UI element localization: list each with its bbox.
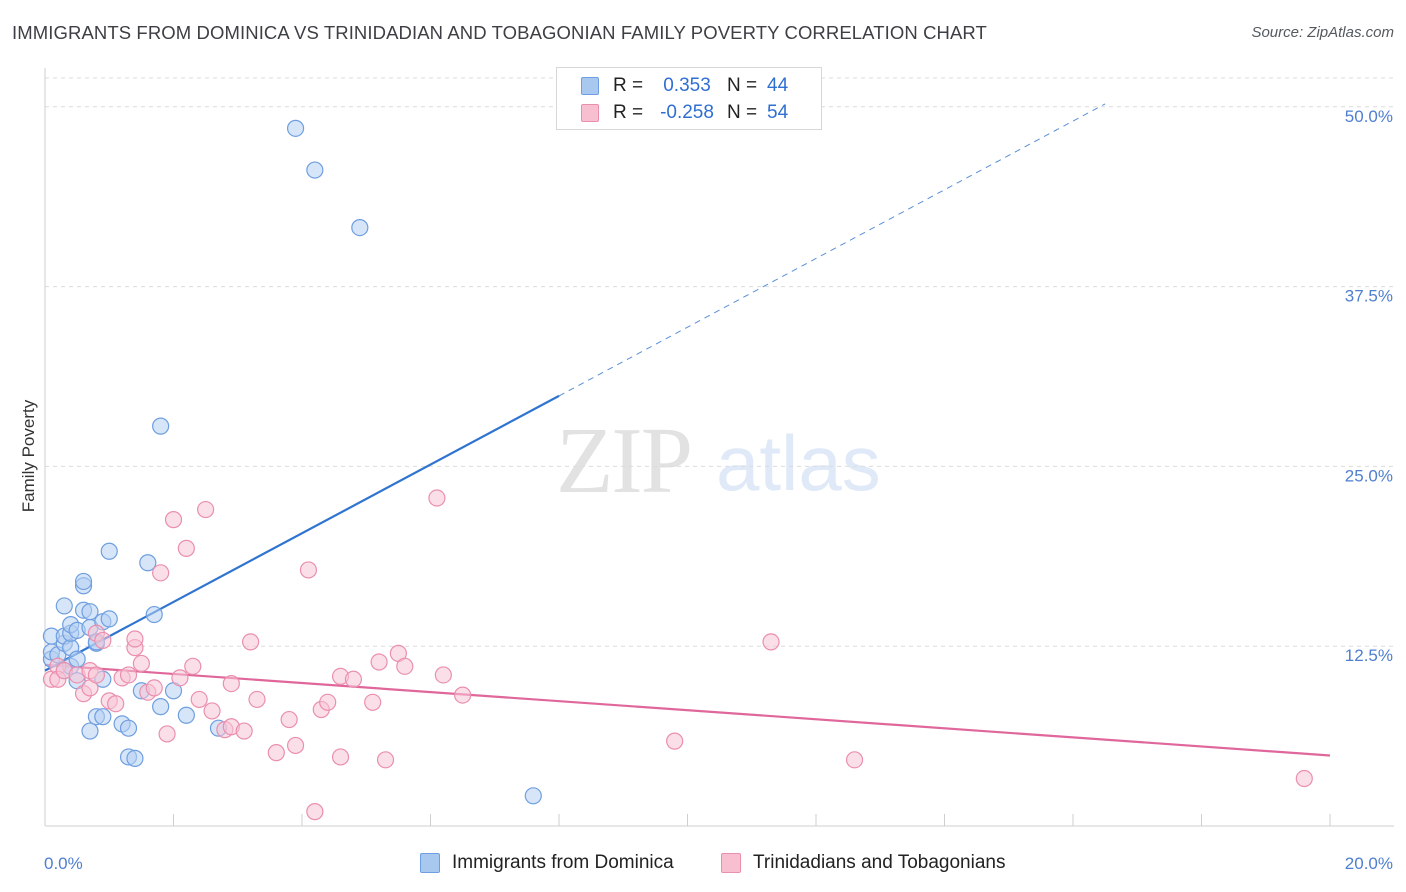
chart-title: IMMIGRANTS FROM DOMINICA VS TRINIDADIAN … <box>12 22 987 43</box>
dominica-point <box>152 698 170 716</box>
tick-labels: 12.5% 25.0% 37.5% 50.0% 0.0% 20.0% <box>44 107 1393 873</box>
trinidad-point <box>267 744 285 762</box>
r-value: 0.353 <box>663 75 711 96</box>
r-label: R = <box>613 75 644 96</box>
dominica-point <box>74 572 93 591</box>
trinidad-point <box>145 679 163 697</box>
trinidad-point <box>364 693 382 711</box>
dominica-point <box>119 719 138 737</box>
trinidad-point <box>94 631 112 650</box>
trinidad-point <box>190 690 208 709</box>
trinidad-point <box>119 666 138 684</box>
trinidad-point <box>845 751 864 769</box>
dominica-point <box>286 119 305 137</box>
trinidad-point <box>152 564 170 582</box>
stats-row-dominica: R = 0.353 N = 44 <box>581 75 788 97</box>
legend-label-dominica: Immigrants from Dominica <box>452 852 674 873</box>
trinidad-point <box>376 751 395 769</box>
trinidad-point <box>306 803 324 821</box>
trinidad-point <box>164 511 183 529</box>
dominica-swatch <box>581 77 599 95</box>
trinidad-point <box>396 657 414 675</box>
trinidad-point <box>299 561 318 579</box>
trinidad-point <box>132 654 150 673</box>
trinidad-point <box>126 630 144 648</box>
dominica-point <box>81 722 99 740</box>
trinidad-point <box>222 674 240 693</box>
legend-item-trinidad[interactable]: Trinidadians and Tobagonians <box>721 852 1005 874</box>
watermark-atlas: atlas <box>716 419 881 507</box>
trinidad-legend-swatch <box>721 853 741 873</box>
trinidad-point <box>434 666 452 684</box>
dominica-point <box>152 417 170 435</box>
trinidad-point <box>280 710 298 729</box>
trend-lines <box>44 103 1331 757</box>
trinidad-point <box>235 722 253 740</box>
watermark: ZIP atlas <box>556 409 881 513</box>
trinidad-point <box>171 669 189 687</box>
dominica-point <box>177 706 195 724</box>
trinidad-point <box>428 489 446 507</box>
dominica-point <box>94 708 112 726</box>
trinidad-point <box>370 653 388 671</box>
y-tick-label: 12.5% <box>1345 646 1393 665</box>
trinidad-point <box>331 748 350 766</box>
grid-lines <box>45 77 1394 647</box>
trinidad-point <box>87 666 106 684</box>
y-tick-label: 50.0% <box>1345 107 1393 126</box>
trinidad-point <box>184 657 202 675</box>
trinidad-point <box>319 693 337 711</box>
y-tick-label: 37.5% <box>1345 287 1393 306</box>
data-points <box>42 119 1313 821</box>
r-value: -0.258 <box>660 102 714 123</box>
series-legend: Immigrants from Dominica Trinidadians an… <box>0 852 1406 876</box>
dominica-point <box>145 605 163 624</box>
dominica-point <box>126 749 144 767</box>
dominica-point <box>68 650 86 668</box>
dominica-trend-extension <box>558 103 1106 397</box>
dominica-trend-line <box>44 394 560 672</box>
legend-item-dominica[interactable]: Immigrants from Dominica <box>420 852 674 874</box>
n-value: 44 <box>767 75 789 96</box>
dominica-point <box>351 219 369 237</box>
dominica-point <box>55 597 73 615</box>
dominica-point <box>139 554 157 572</box>
trinidad-point <box>203 702 221 720</box>
x-tick-label: 0.0% <box>44 854 83 873</box>
dominica-point <box>100 542 118 560</box>
x-tick-label: 20.0% <box>1345 854 1393 873</box>
trinidad-point <box>762 633 780 651</box>
r-label: R = <box>613 102 644 123</box>
y-axis-label: Family Poverty <box>19 399 38 512</box>
source-label: Source: ZipAtlas.com <box>1251 24 1394 41</box>
legend-label-trinidad: Trinidadians and Tobagonians <box>753 852 1006 873</box>
n-label: N = <box>727 75 758 96</box>
trinidad-point <box>1295 769 1313 788</box>
dominica-point <box>306 161 324 179</box>
stats-row-trinidad: R = -0.258 N = 54 <box>581 102 788 124</box>
stats-legend: R = 0.353 N = 44 R = -0.258 N = 54 <box>556 67 822 130</box>
trinidad-point <box>344 670 362 688</box>
dominica-legend-swatch <box>420 853 440 873</box>
trinidad-point <box>242 633 260 651</box>
trinidad-point <box>177 539 195 557</box>
dominica-point <box>524 787 542 805</box>
watermark-zip: ZIP <box>556 409 691 513</box>
trinidad-point <box>286 736 305 755</box>
trinidad-swatch <box>581 104 599 122</box>
y-tick-label: 25.0% <box>1345 466 1393 485</box>
trinidad-trend-line <box>44 663 1331 757</box>
trinidad-point <box>248 690 266 709</box>
n-value: 54 <box>767 102 789 123</box>
trinidad-point <box>666 732 684 750</box>
trinidad-point <box>454 686 472 704</box>
trinidad-point <box>158 725 176 743</box>
axes <box>44 68 1394 827</box>
n-label: N = <box>727 102 758 123</box>
trinidad-point <box>197 500 215 519</box>
trinidad-point <box>107 695 125 713</box>
dominica-point <box>100 610 118 628</box>
